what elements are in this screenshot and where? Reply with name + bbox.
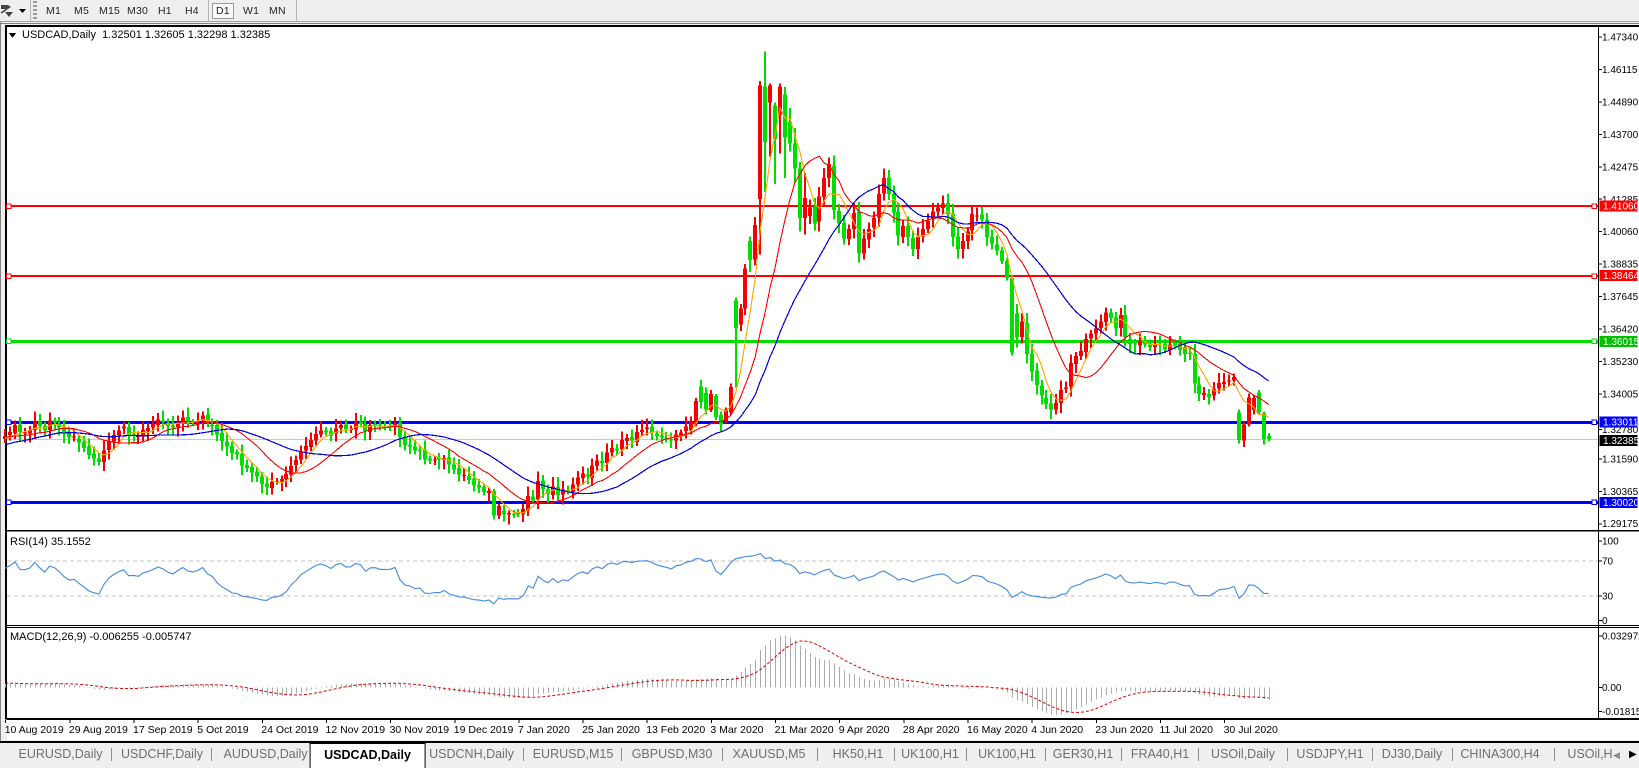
svg-text:1.40060: 1.40060 xyxy=(1602,227,1639,238)
svg-text:28 Apr 2020: 28 Apr 2020 xyxy=(903,724,960,736)
svg-text:3 Mar 2020: 3 Mar 2020 xyxy=(710,724,763,736)
svg-text:1.38464: 1.38464 xyxy=(1603,271,1639,282)
svg-text:0.032972: 0.032972 xyxy=(1602,632,1639,643)
svg-text:1.47340: 1.47340 xyxy=(1602,33,1639,44)
svg-text:23 Jun 2020: 23 Jun 2020 xyxy=(1095,724,1153,736)
svg-text:9 Apr 2020: 9 Apr 2020 xyxy=(839,724,890,736)
svg-text:MACD(12,26,9) -0.006255 -0.005: MACD(12,26,9) -0.006255 -0.005747 xyxy=(10,631,192,643)
svg-text:1.36420: 1.36420 xyxy=(1602,325,1639,336)
svg-text:4 Jun 2020: 4 Jun 2020 xyxy=(1031,724,1083,736)
svg-text:1.32780: 1.32780 xyxy=(1602,425,1639,436)
svg-text:1.31590: 1.31590 xyxy=(1602,454,1639,465)
svg-text:1.35230: 1.35230 xyxy=(1602,357,1639,368)
svg-text:0.00: 0.00 xyxy=(1602,683,1622,694)
svg-text:1.32385: 1.32385 xyxy=(1603,436,1639,447)
svg-text:1.30020: 1.30020 xyxy=(1603,498,1639,509)
svg-text:1.37645: 1.37645 xyxy=(1602,292,1639,303)
svg-text:30 Jul 2020: 30 Jul 2020 xyxy=(1224,724,1278,736)
svg-text:30 Nov 2019: 30 Nov 2019 xyxy=(390,724,450,736)
svg-text:1.46115: 1.46115 xyxy=(1602,65,1638,76)
svg-text:10 Aug 2019: 10 Aug 2019 xyxy=(5,724,64,736)
svg-text:1.30365: 1.30365 xyxy=(1602,487,1639,498)
svg-text:25 Jan 2020: 25 Jan 2020 xyxy=(582,724,640,736)
svg-text:1.42475: 1.42475 xyxy=(1602,162,1639,173)
svg-text:1.43700: 1.43700 xyxy=(1602,130,1639,141)
svg-text:21 Mar 2020: 21 Mar 2020 xyxy=(775,724,834,736)
svg-text:11 Jul 2020: 11 Jul 2020 xyxy=(1160,724,1214,736)
svg-text:1.34005: 1.34005 xyxy=(1602,390,1639,401)
svg-text:1.38835: 1.38835 xyxy=(1602,260,1639,271)
svg-text:5 Oct 2019: 5 Oct 2019 xyxy=(197,724,249,736)
svg-text:12 Nov 2019: 12 Nov 2019 xyxy=(326,724,386,736)
svg-text:19 Dec 2019: 19 Dec 2019 xyxy=(454,724,514,736)
svg-text:24 Oct 2019: 24 Oct 2019 xyxy=(261,724,318,736)
svg-text:0: 0 xyxy=(1602,616,1608,627)
svg-text:USDCAD,Daily 1.32501 1.32605: USDCAD,Daily 1.32501 1.32605 1.32298 1.3… xyxy=(22,29,270,41)
svg-text:1.33011: 1.33011 xyxy=(1603,418,1639,429)
svg-text:13 Feb 2020: 13 Feb 2020 xyxy=(646,724,705,736)
svg-text:70: 70 xyxy=(1602,557,1614,568)
svg-text:29 Aug 2019: 29 Aug 2019 xyxy=(69,724,128,736)
svg-text:RSI(14) 35.1552: RSI(14) 35.1552 xyxy=(10,536,91,548)
svg-text:1.44890: 1.44890 xyxy=(1602,97,1639,108)
svg-text:1.29175: 1.29175 xyxy=(1602,519,1639,530)
svg-text:16 May 2020: 16 May 2020 xyxy=(967,724,1028,736)
svg-text:1.36015: 1.36015 xyxy=(1603,337,1639,348)
svg-text:-0.018154: -0.018154 xyxy=(1602,707,1639,718)
svg-text:30: 30 xyxy=(1602,592,1614,603)
svg-text:1.41060: 1.41060 xyxy=(1603,201,1639,212)
svg-text:7 Jan 2020: 7 Jan 2020 xyxy=(518,724,570,736)
svg-text:17 Sep 2019: 17 Sep 2019 xyxy=(133,724,193,736)
svg-text:100: 100 xyxy=(1602,537,1619,548)
